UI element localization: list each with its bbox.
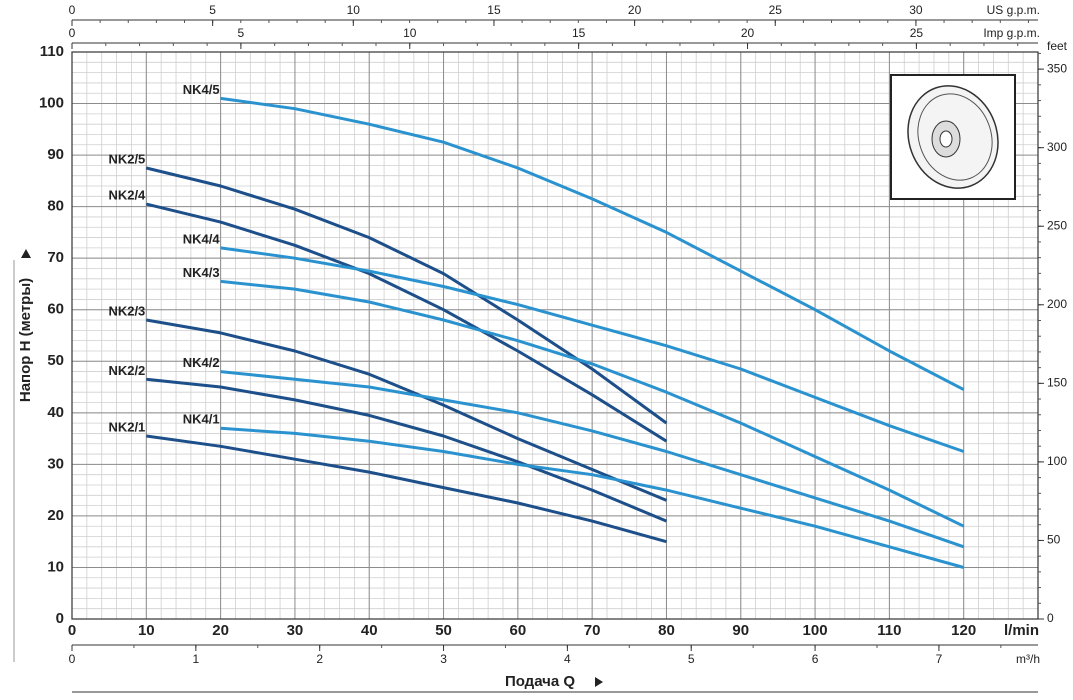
y-tick-label: 20 xyxy=(47,507,64,524)
pump-curve xyxy=(220,96,965,391)
y-arrow xyxy=(21,249,31,258)
y2-tick-label: 250 xyxy=(1047,218,1067,232)
secondary-tick-label: 20 xyxy=(628,3,642,17)
series-label: NK2/3 xyxy=(108,303,145,318)
marks: NK2/5 NK2/4 NK2/3 NK2/2 NK2/1 NK4/5 NK4/4 NK4/3… xyxy=(108,82,965,569)
secondary-tick-label: 5 xyxy=(238,26,245,40)
y-tick-label: 110 xyxy=(40,43,64,60)
pump-curve xyxy=(220,426,965,569)
x-tick-label: 0 xyxy=(68,622,76,639)
y-tick-label: 30 xyxy=(47,455,64,472)
y2-tick-label: 350 xyxy=(1047,61,1067,75)
y-tick-label: 60 xyxy=(47,301,64,318)
x-axis-label: Подача Q xyxy=(505,673,575,690)
y-tick-label: 100 xyxy=(39,95,64,112)
secondary-tick-label: 15 xyxy=(487,3,501,17)
y2-tick-label: 100 xyxy=(1047,454,1067,468)
pump-curve xyxy=(220,279,965,528)
secondary-tick-label: 5 xyxy=(209,3,216,17)
secondary-tick-label: 25 xyxy=(769,3,783,17)
series-label: NK4/4 xyxy=(183,231,221,246)
axis-unit: Imp g.p.m. xyxy=(983,26,1040,40)
axis-unit: m³/h xyxy=(1016,652,1040,666)
x-tick-label: 30 xyxy=(287,622,304,639)
x-tick-label: 120 xyxy=(951,622,976,639)
series-label: NK2/1 xyxy=(108,419,145,434)
secondary-tick-label: 7 xyxy=(936,652,943,666)
series-label: NK4/5 xyxy=(183,82,220,97)
series-label: NK2/5 xyxy=(108,151,145,166)
secondary-tick-label: 0 xyxy=(69,652,76,666)
secondary-tick-label: 1 xyxy=(193,652,200,666)
secondary-tick-label: 20 xyxy=(741,26,755,40)
x-tick-label: 70 xyxy=(584,622,601,639)
y-tick-label: 40 xyxy=(47,404,64,421)
y2-tick-label: 50 xyxy=(1047,533,1061,547)
y-tick-label: 10 xyxy=(47,558,64,575)
axis-unit: feet xyxy=(1047,39,1068,53)
x-tick-label: 20 xyxy=(212,622,229,639)
x-unit: l/min xyxy=(1004,622,1039,639)
pump-curve xyxy=(146,434,667,544)
x-tick-label: 110 xyxy=(877,622,901,639)
pump-curve xyxy=(220,370,965,549)
secondary-tick-label: 10 xyxy=(347,3,361,17)
y-axis-label: Напор H (метры) xyxy=(17,278,34,402)
secondary-tick-label: 30 xyxy=(909,3,923,17)
x-tick-label: 90 xyxy=(732,622,749,639)
pump-inset xyxy=(890,74,1016,200)
secondary-tick-label: 2 xyxy=(316,652,323,666)
pump-curve xyxy=(146,377,668,523)
series-label: NK2/4 xyxy=(108,187,146,202)
x-arrow xyxy=(595,677,603,687)
secondary-tick-label: 3 xyxy=(440,652,447,666)
pump-curve xyxy=(146,318,668,502)
pump-curve xyxy=(145,202,668,443)
x-tick-label: 100 xyxy=(803,622,828,639)
plot-frame xyxy=(71,51,1039,620)
y2-tick-label: 200 xyxy=(1047,297,1067,311)
secondary-tick-label: 10 xyxy=(403,26,417,40)
y2-tick-label: 300 xyxy=(1047,140,1067,154)
x-tick-label: 10 xyxy=(138,622,155,639)
series-label: NK4/1 xyxy=(183,412,220,427)
secondary-tick-label: 6 xyxy=(812,652,819,666)
y-tick-label: 70 xyxy=(47,249,64,266)
secondary-tick-label: 0 xyxy=(69,3,76,17)
x-tick-label: 80 xyxy=(658,622,675,639)
secondary-tick-label: 4 xyxy=(564,652,571,666)
y2-tick-label: 150 xyxy=(1047,376,1067,390)
secondary-tick-label: 5 xyxy=(688,652,695,666)
series-label: NK4/2 xyxy=(183,355,220,370)
secondary-tick-label: 15 xyxy=(572,26,586,40)
secondary-tick-label: 25 xyxy=(910,26,924,40)
pump-curve xyxy=(220,246,965,453)
y2-tick-label: 0 xyxy=(1047,611,1054,625)
impeller-ring xyxy=(917,93,993,181)
secondary-tick-label: 0 xyxy=(69,26,76,40)
y-tick-label: 80 xyxy=(47,198,64,215)
series-label: NK2/2 xyxy=(108,363,145,378)
y-tick-label: 50 xyxy=(47,352,64,369)
x-tick-label: 40 xyxy=(361,622,378,639)
x-tick-label: 50 xyxy=(435,622,452,639)
impeller-bore xyxy=(939,130,953,148)
x-tick-label: 60 xyxy=(510,622,527,639)
y-tick-label: 90 xyxy=(47,146,64,163)
axis-unit: US g.p.m. xyxy=(987,3,1040,17)
series-label: NK4/3 xyxy=(183,265,220,280)
y-tick-label: 0 xyxy=(56,610,64,627)
